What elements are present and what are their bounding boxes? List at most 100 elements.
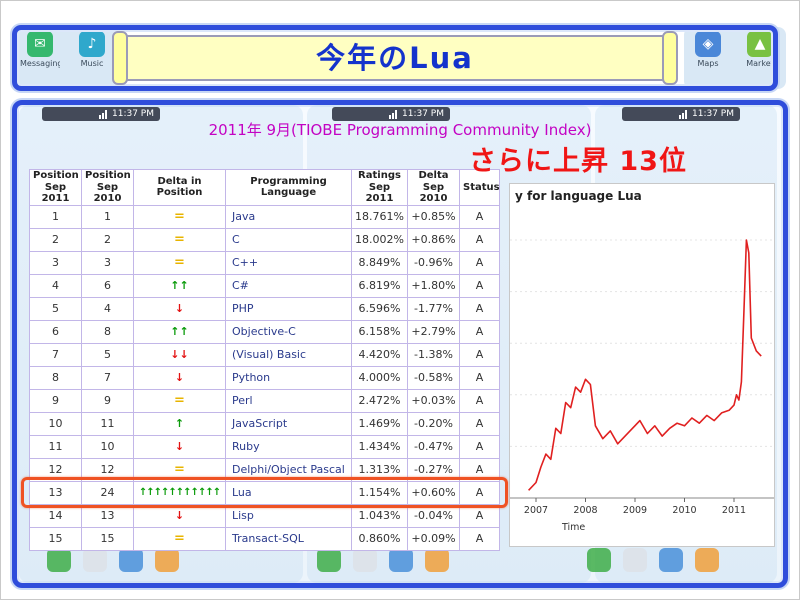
browser-icon [389,548,413,572]
table-row: 6 8 ↑↑ Objective-C 6.158% +2.79% A [29,319,500,344]
cell-language: Lua [225,480,352,505]
slide-subtitle: 2011年 9月(TIOBE Programming Community Ind… [208,121,592,139]
cell-language: JavaScript [225,411,352,436]
app-label: Music [80,59,104,68]
cell-delta-pct: -0.27% [407,457,460,482]
cell-pos-2011: 11 [29,434,82,459]
cell-status: A [459,319,500,344]
cell-delta-pct: +0.85% [407,204,460,229]
cell-language: Ruby [225,434,352,459]
table-row: 7 5 ↓↓ (Visual) Basic 4.420% -1.38% A [29,342,500,367]
status-time: 11:37 PM [692,109,734,119]
app-label: Maps [697,59,719,68]
cell-delta-pct: +0.09% [407,526,460,551]
background-dock [587,548,719,572]
main-panel: 11:37 PM 11:37 PM 11:37 PM 2011年 9月(TIOB… [12,100,788,588]
cell-rating: 1.154% [351,480,408,505]
cell-delta-pct: -0.47% [407,434,460,459]
cell-status: A [459,480,500,505]
svg-text:2011: 2011 [722,505,746,516]
x-axis-ticks: 2007 2008 2009 2010 2011 [524,498,746,516]
cell-pos-2011: 10 [29,411,82,436]
cell-pos-2011: 7 [29,342,82,367]
browser-icon [659,548,683,572]
table-row: 13 24 ↑↑↑↑↑↑↑↑↑↑↑ Lua 1.154% +0.60% A [29,480,500,505]
market-icon: ▲ [747,31,773,57]
table-row: 9 9 = Perl 2.472% +0.03% A [29,388,500,413]
cell-delta: ↑↑↑↑↑↑↑↑↑↑↑ [133,480,226,505]
app-messaging: ✉ Messaging [20,31,60,68]
cell-pos-2011: 14 [29,503,82,528]
cell-language: Lisp [225,503,352,528]
apps-icon [695,548,719,572]
cell-delta-pct: -0.96% [407,250,460,275]
cell-pos-2010: 2 [81,227,134,252]
background-app-icons-right: ◈ Maps ▲ Market [688,31,780,68]
phone-icon [47,548,71,572]
table-row: 10 11 ↑ JavaScript 1.469% -0.20% A [29,411,500,436]
cell-rating: 1.043% [351,503,408,528]
lua-rating-line [528,239,762,491]
cell-rating: 4.000% [351,365,408,390]
status-bar: 11:37 PM [42,107,160,121]
cell-status: A [459,250,500,275]
background-dock [47,548,179,572]
cell-pos-2010: 11 [81,411,134,436]
header-language: Programming Language [225,169,352,206]
cell-pos-2010: 3 [81,250,134,275]
cell-rating: 0.860% [351,526,408,551]
title-banner: 今年のLua [12,25,778,91]
cell-status: A [459,526,500,551]
cell-status: A [459,204,500,229]
cell-rating: 6.596% [351,296,408,321]
svg-text:2007: 2007 [524,505,548,516]
table-row: 4 6 ↑↑ C# 6.819% +1.80% A [29,273,500,298]
contacts-icon [353,548,377,572]
signal-icon [99,109,107,119]
chart-canvas: 2007 2008 2009 2010 2011 Time [510,239,774,533]
cell-pos-2011: 6 [29,319,82,344]
cell-delta-pct: -0.58% [407,365,460,390]
scroll-curl-right [662,31,678,85]
cell-status: A [459,411,500,436]
cell-delta-pct: +0.60% [407,480,460,505]
cell-rating: 6.819% [351,273,408,298]
cell-pos-2011: 13 [29,480,82,505]
cell-language: C# [225,273,352,298]
cell-delta-pct: +2.79% [407,319,460,344]
cell-pos-2011: 1 [29,204,82,229]
cell-pos-2010: 24 [81,480,134,505]
cell-pos-2010: 6 [81,273,134,298]
header-status: Status [459,169,500,206]
svg-text:2008: 2008 [573,505,597,516]
cell-delta-pct: +1.80% [407,273,460,298]
cell-delta: = [133,388,226,413]
table-row: 1 1 = Java 18.761% +0.85% A [29,204,500,229]
music-icon: ♪ [79,31,105,57]
background-dock [317,548,449,572]
cell-language: C++ [225,250,352,275]
cell-delta-pct: -1.77% [407,296,460,321]
app-maps: ◈ Maps [688,31,728,68]
cell-status: A [459,365,500,390]
status-bar: 11:37 PM [332,107,450,121]
cell-pos-2010: 4 [81,296,134,321]
cell-pos-2011: 12 [29,457,82,482]
signal-icon [679,109,687,119]
table-row: 3 3 = C++ 8.849% -0.96% A [29,250,500,275]
table-row: 5 4 ↓ PHP 6.596% -1.77% A [29,296,500,321]
cell-status: A [459,273,500,298]
cell-pos-2010: 10 [81,434,134,459]
app-market: ▲ Market [740,31,780,68]
scroll-shape: 今年のLua [112,31,678,85]
cell-pos-2010: 7 [81,365,134,390]
browser-icon [119,548,143,572]
cell-delta: ↑ [133,411,226,436]
table-row: 11 10 ↓ Ruby 1.434% -0.47% A [29,434,500,459]
messaging-icon: ✉ [27,31,53,57]
cell-pos-2010: 8 [81,319,134,344]
cell-pos-2010: 5 [81,342,134,367]
cell-delta: ↓ [133,296,226,321]
cell-rating: 18.761% [351,204,408,229]
cell-delta-pct: -1.38% [407,342,460,367]
